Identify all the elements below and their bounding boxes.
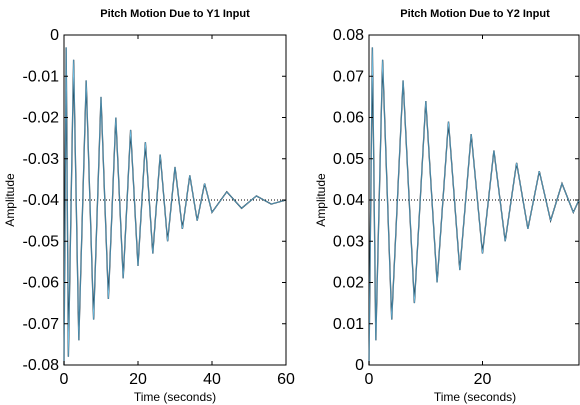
chart-y2-x-ticks: 0 20: [365, 35, 492, 388]
x-tick-label: 0: [60, 371, 69, 388]
y-tick-label: -0.03: [23, 151, 60, 168]
chart-y1-waveform: [63, 47, 287, 366]
y-tick-label: 0.01: [333, 316, 364, 333]
y-tick-label: 0.02: [333, 275, 364, 292]
y-tick-label: -0.02: [23, 110, 60, 127]
y-tick-label: 0.04: [333, 192, 364, 209]
y-tick-label: 0.08: [333, 27, 364, 44]
y-tick-label: -0.04: [23, 192, 60, 209]
chart-y1-xlabel: Time (seconds): [134, 390, 216, 404]
chart-y2: Pitch Motion Due to Y2 Input 0.080.070.0…: [314, 8, 580, 404]
chart-y1-y-ticks: 0 -0.01 -0.02 -0.03 -0.04 -0.05 -0.06 -0.07 -0.0…: [23, 27, 286, 374]
y-tick-label: 0.07: [333, 68, 364, 85]
chart-y2-y-ticks: 0.08 0.07 0.06 0.05 0.04 0.03 0.02 0.01 0: [333, 27, 579, 374]
x-tick-label: 20: [474, 371, 492, 388]
chart-y2-title: Pitch Motion Due to Y2 Input: [400, 8, 550, 20]
chart-y2-xlabel: Time (seconds): [434, 390, 516, 404]
chart-y2-waveform: [368, 47, 580, 366]
chart-y2-ylabel: Amplitude: [314, 173, 328, 227]
y-tick-label: -0.01: [23, 68, 60, 85]
chart-1-series-highlight: [63, 47, 287, 366]
chart-y1-title: Pitch Motion Due to Y1 Input: [100, 8, 250, 20]
y-tick-label: 0.03: [333, 233, 364, 250]
x-tick-label: 60: [277, 371, 295, 388]
chart-y1-ylabel: Amplitude: [3, 173, 17, 227]
x-tick-label: 20: [129, 371, 147, 388]
y-tick-label: -0.06: [23, 275, 60, 292]
y-tick-label: -0.07: [23, 316, 60, 333]
y-tick-label: 0: [355, 357, 364, 374]
y-tick-label: 0: [50, 27, 59, 44]
y-tick-label: 0.05: [333, 151, 364, 168]
x-tick-label: 40: [203, 371, 221, 388]
y-tick-label: 0.06: [333, 110, 364, 127]
y-tick-label: -0.08: [23, 357, 60, 374]
chart-2-series-highlight: [368, 47, 580, 366]
chart-y1: Pitch Motion Due to Y1 Input 0 -0.01 -0.02…: [3, 8, 295, 404]
chart-y1-x-ticks: 0 20 40 60: [60, 35, 295, 388]
y-tick-label: -0.05: [23, 233, 60, 250]
x-tick-label: 0: [365, 371, 374, 388]
